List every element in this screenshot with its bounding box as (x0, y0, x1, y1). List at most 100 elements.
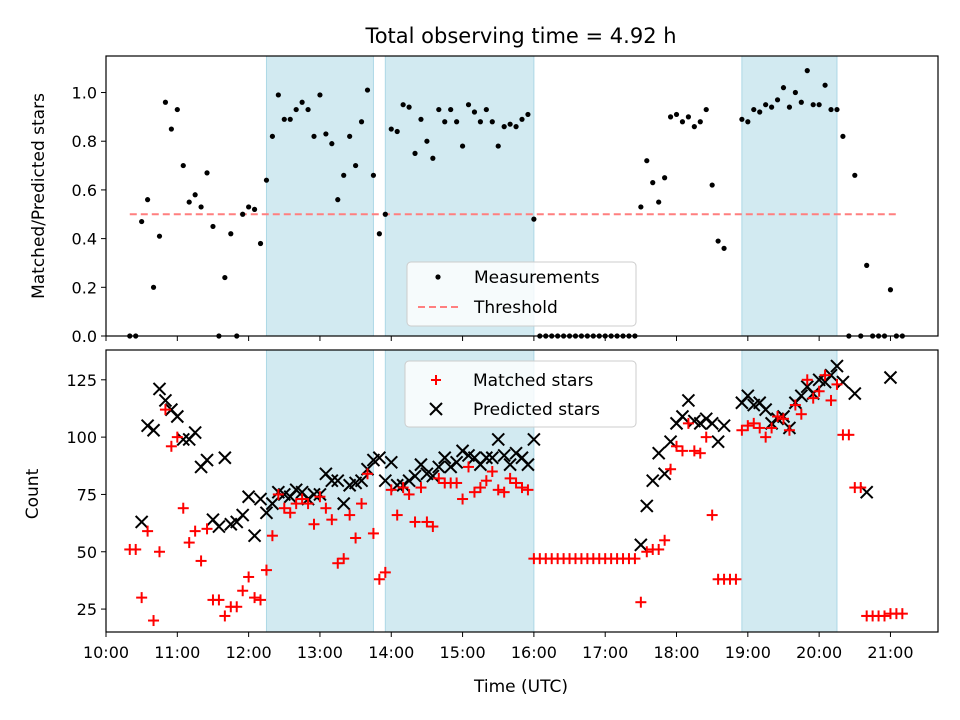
measurement-point (804, 68, 810, 74)
y-tick-label: 75 (77, 485, 97, 504)
y-tick-label: 0.4 (72, 230, 97, 249)
measurement-point (358, 119, 365, 125)
y-tick-label: 0.0 (72, 327, 97, 346)
measurement-point (257, 240, 264, 247)
predicted-point (479, 451, 494, 465)
ratio-legend-box (406, 261, 637, 327)
ratio-panel-frame (105, 55, 939, 337)
matched-point (284, 507, 296, 519)
measurements-series (127, 68, 905, 339)
matched-point (243, 571, 255, 583)
measurement-point (638, 204, 644, 210)
matched-stars-series (124, 369, 908, 627)
matched-point (148, 615, 160, 627)
predicted-point (325, 473, 339, 488)
matched-point (260, 564, 272, 576)
measurement-point (656, 199, 662, 205)
matched-point (159, 404, 171, 416)
matched-point (356, 498, 368, 510)
predicted-point (449, 455, 464, 470)
x-tick-label: 12:00 (226, 643, 272, 662)
predicted-point (634, 538, 648, 552)
measurement-point (329, 141, 335, 147)
y-tick-label: 25 (77, 600, 97, 619)
matched-point (486, 466, 498, 478)
measurement-point (810, 102, 816, 108)
shaded-interval (265, 55, 374, 337)
ratio-panel-y-axis: 0.0 0.2 0.4 0.6 0.8 1.0 (72, 84, 106, 346)
matched-point (843, 429, 855, 441)
measurement-point (299, 99, 305, 105)
predicted-point (651, 446, 666, 460)
predicted-point (717, 418, 731, 433)
matched-point (653, 543, 665, 555)
measurement-point (685, 114, 692, 120)
matched-point (332, 557, 344, 569)
matched-point (302, 498, 314, 510)
matched-point (659, 534, 671, 546)
measurement-point (317, 92, 323, 98)
predicted-point (218, 451, 232, 465)
measurement-point (531, 216, 537, 222)
measurement-point (204, 170, 210, 176)
measurement-point (780, 85, 787, 91)
measurement-point (774, 97, 781, 103)
predicted-point (337, 496, 351, 511)
measurement-point (834, 106, 840, 113)
predicted-point (188, 425, 202, 440)
measurement-point (406, 104, 412, 110)
count-panel-x-axis: 10:00 11:00 12:00 13:00 14:00 15:00 16:00 17:00… (83, 632, 914, 662)
matched-point (766, 422, 778, 434)
predicted-point (354, 473, 369, 488)
measurement-point (459, 143, 466, 149)
predicted-point (265, 496, 280, 511)
matched-point (367, 527, 379, 539)
predicted-point (176, 432, 190, 447)
measurement-point (376, 231, 382, 237)
predicted-point (384, 455, 398, 470)
matched-point (855, 482, 867, 494)
measurement-point (454, 119, 460, 125)
matched-point (682, 417, 694, 429)
matched-point (789, 399, 801, 411)
matched-point (314, 491, 326, 503)
predicted-point (681, 393, 696, 408)
matched-point (397, 482, 409, 494)
predicted-point (212, 519, 226, 534)
count-panel-ylabel: Count (23, 468, 43, 519)
measurement-point (162, 99, 169, 105)
measurement-point (222, 274, 228, 281)
matched-point (807, 392, 819, 404)
measurement-point (483, 106, 489, 113)
measurement-point (418, 116, 424, 122)
measurement-point (495, 143, 501, 149)
predicted-point (758, 402, 773, 417)
ratio-panel: Total observing time = 4.92 h 0.00.20.40… (29, 24, 939, 346)
x-tick-label: 11:00 (154, 643, 200, 662)
predicted-point (438, 451, 452, 465)
predicted-point (646, 473, 660, 488)
matched-point (510, 477, 522, 489)
predicted-point (794, 389, 809, 403)
measurement-point (192, 192, 198, 198)
measurement-point (798, 99, 804, 105)
predicted-point (848, 386, 862, 401)
matched-point (433, 472, 445, 484)
matched-point (308, 518, 320, 530)
matched-point (795, 408, 807, 420)
measurement-point (281, 116, 287, 122)
measurement-point (745, 119, 751, 125)
count-panel-xlabel: Time (UTC) (473, 677, 568, 697)
matched-point (700, 431, 712, 443)
matched-point (522, 484, 534, 496)
measurement-point (489, 119, 495, 125)
measurement-point (816, 102, 822, 108)
measurement-point (150, 284, 157, 290)
measurement-point (751, 106, 757, 113)
predicted-point (640, 499, 654, 513)
x-tick-label: 17:00 (582, 643, 628, 662)
y-tick-label: 125 (66, 371, 97, 390)
legend-matched-label: Matched stars (473, 371, 593, 391)
ratio-panel-x-ticks (105, 336, 891, 341)
matched-point (896, 608, 908, 620)
